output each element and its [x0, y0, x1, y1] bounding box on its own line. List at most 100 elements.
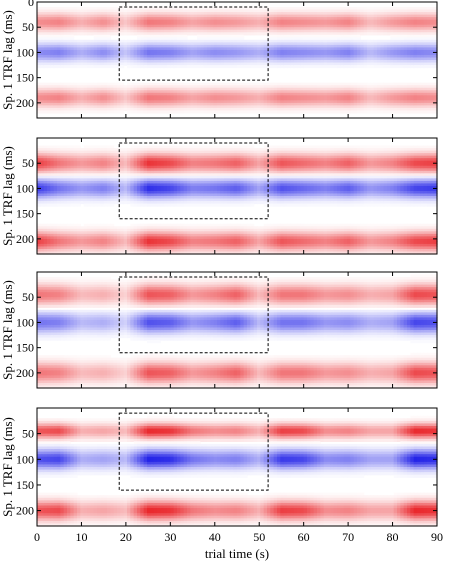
heatmap-cell: [83, 92, 88, 96]
heatmap-cell: [370, 22, 375, 26]
heatmap-cell: [150, 7, 155, 11]
heatmap-cell: [77, 22, 81, 26]
heatmap-cell: [380, 57, 385, 61]
heatmap-cell: [350, 105, 355, 109]
heatmap-cell: [140, 14, 145, 18]
heatmap-cell: [280, 17, 285, 21]
heatmap-cell: [417, 19, 421, 23]
heatmap-cell: [37, 22, 41, 26]
heatmap-cell: [123, 87, 128, 91]
heatmap-cell: [100, 82, 105, 86]
heatmap-cell: [140, 57, 145, 61]
heatmap-cell: [57, 19, 61, 23]
heatmap-cell: [317, 32, 321, 36]
heatmap-cell: [357, 105, 361, 109]
heatmap-cell: [87, 248, 91, 253]
heatmap-cell: [243, 7, 248, 11]
heatmap-cell: [183, 90, 188, 94]
heatmap-cell: [123, 24, 128, 28]
heatmap-cell: [147, 65, 151, 69]
heatmap-cell: [83, 238, 88, 242]
heatmap-cell: [147, 49, 151, 54]
heatmap-cell: [103, 42, 108, 46]
heatmap-cell: [200, 14, 205, 18]
heatmap-cell: [303, 110, 308, 114]
heatmap-cell: [43, 160, 48, 164]
heatmap-cell: [207, 95, 211, 99]
heatmap-cell: [403, 37, 408, 41]
heatmap-cell: [297, 29, 301, 33]
heatmap-cell: [323, 62, 328, 66]
heatmap-cell: [347, 92, 351, 96]
heatmap-cell: [367, 27, 371, 31]
heatmap-cell: [57, 65, 61, 69]
heatmap-cell: [420, 105, 425, 109]
heatmap-cell: [143, 87, 148, 91]
heatmap-cell: [63, 185, 68, 190]
heatmap-cell: [257, 54, 261, 59]
heatmap-cell: [343, 19, 348, 23]
heatmap-cell: [403, 19, 408, 23]
heatmap-cell: [247, 12, 251, 16]
heatmap-cell: [40, 34, 45, 38]
heatmap-cell: [193, 102, 198, 106]
heatmap-cell: [427, 29, 431, 33]
heatmap-cell: [180, 42, 185, 46]
heatmap-cell: [220, 102, 225, 106]
heatmap-cell: [410, 29, 415, 33]
heatmap-cell: [53, 60, 58, 64]
heatmap-cell: [170, 9, 175, 13]
heatmap-cell: [420, 82, 425, 86]
heatmap-cell: [213, 47, 218, 51]
heatmap-cell: [330, 44, 335, 48]
heatmap-cell: [333, 95, 338, 99]
heatmap-cell: [387, 95, 391, 99]
heatmap-cell: [243, 100, 248, 104]
heatmap-cell: [147, 52, 151, 56]
heatmap-cell: [423, 47, 428, 51]
heatmap-cell: [217, 92, 221, 96]
heatmap-cell: [287, 7, 291, 11]
heatmap-cell: [80, 27, 85, 31]
heatmap-cell: [63, 7, 68, 11]
heatmap-cell: [330, 65, 335, 69]
heatmap-cell: [233, 47, 238, 51]
heatmap-cell: [243, 39, 248, 43]
heatmap-cell: [430, 9, 435, 13]
heatmap-cell: [153, 105, 158, 109]
heatmap-cell: [177, 22, 181, 26]
heatmap-cell: [427, 34, 431, 38]
heatmap-cell: [370, 97, 375, 101]
heatmap-cell: [413, 37, 418, 41]
heatmap-cell: [207, 7, 211, 11]
heatmap-cell: [350, 57, 355, 61]
heatmap-cell: [177, 42, 181, 46]
heatmap-cell: [273, 24, 278, 28]
heatmap-cell: [283, 57, 288, 61]
heatmap-cell: [327, 82, 331, 86]
heatmap-cell: [370, 9, 375, 13]
heatmap-cell: [97, 183, 101, 187]
heatmap-cell: [87, 60, 91, 64]
heatmap-cell: [420, 102, 425, 106]
heatmap-cell: [93, 246, 98, 250]
heatmap-cell: [297, 49, 301, 54]
heatmap-cell: [110, 65, 115, 69]
heatmap-cell: [40, 175, 45, 179]
heatmap-cell: [153, 65, 158, 69]
heatmap-cell: [130, 107, 135, 112]
heatmap-cell: [217, 52, 221, 56]
heatmap-cell: [420, 47, 425, 51]
heatmap-cell: [403, 95, 408, 99]
heatmap-cell: [43, 57, 48, 61]
heatmap-cell: [330, 87, 335, 91]
heatmap-cell: [140, 110, 145, 114]
heatmap-cell: [337, 27, 341, 31]
heatmap-cell: [150, 52, 155, 56]
heatmap-cell: [210, 24, 215, 28]
heatmap-cell: [410, 19, 415, 23]
heatmap-cell: [63, 14, 68, 18]
heatmap-cell: [427, 49, 431, 54]
heatmap-cell: [363, 85, 368, 89]
